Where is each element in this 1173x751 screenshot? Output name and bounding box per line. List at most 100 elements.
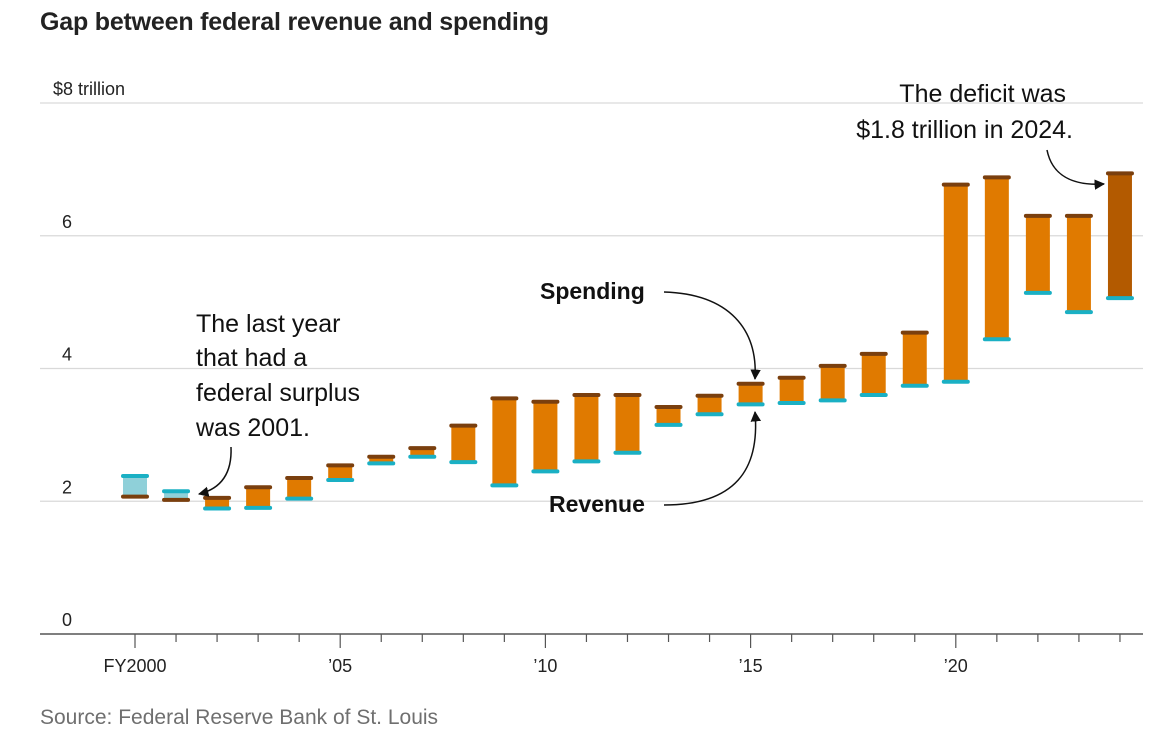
year-bar-2005	[326, 463, 355, 483]
surplus-note-line: that had a	[196, 344, 307, 372]
revenue-arrow	[663, 410, 762, 506]
year-bar-2022	[1023, 213, 1052, 295]
spending-mark	[285, 476, 314, 481]
gap-bar	[1025, 215, 1050, 293]
spending-mark	[367, 454, 396, 459]
revenue-mark	[367, 461, 396, 466]
year-bar-2014	[695, 393, 724, 417]
x-axis: FY2000 ’05 ’10 ’15 ’20	[40, 633, 1143, 676]
spending-mark	[449, 423, 478, 428]
spending-mark	[859, 351, 888, 356]
x-tick-label: ’10	[533, 656, 557, 676]
y-tick-label: 0	[62, 610, 72, 630]
x-tick-label: ’15	[739, 656, 763, 676]
gap-bar	[861, 353, 886, 396]
gap-bar	[451, 425, 476, 463]
spending-mark	[900, 330, 929, 335]
spending-mark	[490, 396, 519, 401]
annotations: The last year that had a federal surplus…	[195, 80, 1106, 517]
year-bar-2008	[449, 423, 478, 465]
year-bar-2015	[736, 381, 765, 407]
spending-mark	[695, 393, 724, 398]
revenue-mark	[1023, 290, 1052, 295]
range-bars	[121, 171, 1134, 511]
year-bar-2019	[900, 330, 929, 388]
y-axis: 0 2 4 6 $8 trillion	[53, 79, 125, 630]
gap-bar	[779, 377, 804, 404]
deficit-arrow	[1046, 149, 1106, 190]
revenue-mark	[162, 489, 191, 494]
gap-bar	[533, 401, 558, 472]
year-bar-2011	[572, 393, 601, 464]
year-bar-2009	[490, 396, 519, 488]
year-bar-2020	[941, 182, 970, 384]
gap-bar	[287, 478, 312, 499]
gap-bar	[410, 448, 435, 457]
revenue-mark	[121, 474, 149, 479]
year-bar-2002	[203, 495, 232, 511]
x-tick-label: ’20	[944, 656, 968, 676]
gap-bar	[943, 184, 968, 382]
spending-mark	[818, 363, 847, 368]
spending-mark	[203, 495, 232, 500]
year-bar-2006	[367, 454, 396, 466]
year-bar-2010	[531, 399, 560, 474]
revenue-mark	[941, 379, 970, 384]
revenue-mark	[531, 469, 560, 474]
revenue-mark	[326, 478, 355, 483]
revenue-mark	[572, 459, 601, 464]
revenue-mark	[736, 402, 765, 407]
spending-mark	[941, 182, 970, 187]
spending-mark	[531, 399, 560, 404]
year-bar-2012	[613, 393, 642, 455]
spending-mark	[326, 463, 355, 468]
revenue-mark	[490, 483, 519, 488]
spending-mark	[121, 494, 149, 499]
year-bar-2021	[982, 175, 1011, 342]
revenue-mark	[408, 454, 437, 459]
gap-bar	[1066, 215, 1091, 313]
gap-bar	[820, 365, 845, 401]
y-tick-label: 2	[62, 477, 72, 497]
revenue-mark	[1064, 310, 1093, 315]
surplus-note: The last year that had a federal surplus…	[195, 310, 367, 442]
year-bar-2016	[777, 375, 806, 406]
gap-bar	[123, 476, 147, 497]
revenue-mark	[900, 383, 929, 388]
spending-mark	[162, 497, 191, 502]
gap-bar	[328, 465, 353, 481]
surplus-note-line: The last year	[196, 310, 341, 338]
year-bar-2017	[818, 363, 847, 403]
revenue-label: Revenue	[549, 491, 645, 517]
spending-mark	[654, 404, 683, 409]
surplus-note-line: was 2001.	[195, 414, 310, 442]
deficit-note-line: $1.8 trillion in 2024.	[856, 116, 1073, 144]
x-tick-label: ’05	[328, 656, 352, 676]
revenue-mark	[859, 393, 888, 398]
revenue-mark	[982, 337, 1011, 342]
gap-bar	[205, 497, 230, 509]
surplus-arrow	[197, 446, 232, 497]
gap-bar	[492, 398, 517, 486]
spending-mark	[244, 485, 273, 490]
spending-mark	[613, 393, 642, 398]
year-bar-2000	[121, 474, 149, 499]
year-bar-2013	[654, 404, 683, 427]
revenue-mark	[777, 401, 806, 406]
surplus-note-line: federal surplus	[196, 379, 360, 407]
revenue-mark	[203, 506, 232, 511]
spending-mark	[408, 446, 437, 451]
year-bar-2007	[408, 446, 437, 459]
spending-mark	[1105, 171, 1134, 176]
gap-bar	[164, 491, 189, 500]
year-bar-2003	[244, 485, 273, 510]
y-tick-label: 4	[62, 345, 72, 365]
gap-bar	[369, 456, 394, 464]
revenue-mark	[695, 412, 724, 417]
chart-title: Gap between federal revenue and spending	[40, 8, 549, 36]
year-bar-2023	[1064, 213, 1093, 315]
revenue-mark	[1105, 296, 1134, 301]
gap-bar	[697, 395, 722, 415]
gap-bar	[738, 383, 763, 405]
y-tick-label: 6	[62, 212, 72, 232]
